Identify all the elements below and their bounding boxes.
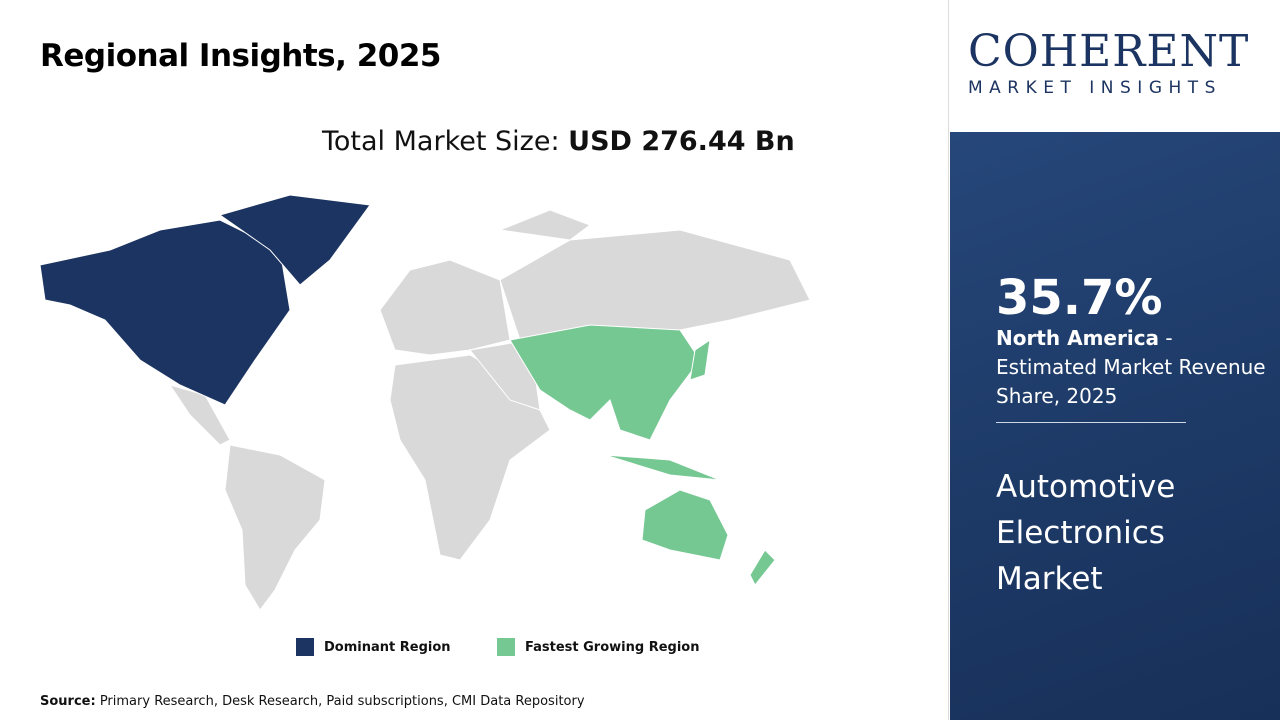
market-line: Market (996, 561, 1103, 597)
market-line: Automotive (996, 469, 1176, 505)
north-america (39, 219, 291, 406)
asia-pacific (509, 324, 701, 441)
source-text: Primary Research, Desk Research, Paid su… (95, 694, 585, 709)
new-zealand (749, 549, 776, 586)
share-text: - Estimated Market Revenue Share, 2025 (996, 326, 1266, 408)
divider (948, 0, 949, 720)
total-label: Total Market Size: (322, 126, 569, 157)
greenland-ice (498, 209, 592, 241)
legend-swatch (497, 638, 515, 656)
world-map (39, 194, 811, 611)
legend-label: Dominant Region (324, 639, 451, 655)
indonesia (604, 454, 721, 481)
total-value: USD 276.44 Bn (568, 126, 795, 157)
australia (641, 489, 729, 561)
logo-tagline: MARKET INSIGHTS (968, 78, 1222, 98)
info-panel: 35.7% North America - Estimated Market R… (950, 132, 1280, 720)
panel-divider (996, 422, 1186, 423)
japan (689, 338, 711, 381)
share-description: North America - Estimated Market Revenue… (996, 324, 1266, 411)
europe (379, 259, 511, 356)
legend-dominant: Dominant Region (296, 638, 451, 656)
market-line: Electronics (996, 515, 1165, 551)
total-market-size: Total Market Size: USD 276.44 Bn (322, 126, 795, 157)
source-note: Source: Primary Research, Desk Research,… (40, 694, 585, 709)
legend-fastest: Fastest Growing Region (497, 638, 699, 656)
logo-wordmark: COHERENT (968, 26, 1250, 77)
legend-swatch (296, 638, 314, 656)
logo: COHERENT MARKET INSIGHTS (968, 26, 1263, 99)
market-name: Automotive Electronics Market (996, 464, 1175, 602)
page-title: Regional Insights, 2025 (40, 38, 441, 74)
region-name: North America (996, 326, 1160, 350)
source-label: Source: (40, 694, 96, 709)
legend-label: Fastest Growing Region (525, 639, 700, 655)
share-percent: 35.7% (996, 270, 1163, 326)
south-america (224, 444, 326, 611)
greenland (218, 194, 371, 286)
russia-north-asia (499, 229, 811, 341)
